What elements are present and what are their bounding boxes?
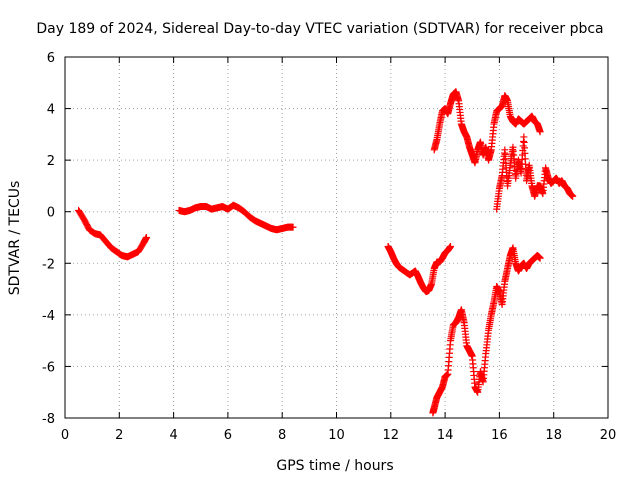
- x-tick-label: 0: [61, 428, 69, 443]
- y-tick-label: 2: [47, 154, 55, 169]
- y-axis-label: SDTVAR / TECUs: [7, 181, 23, 296]
- y-tick-label: -6: [42, 360, 55, 375]
- plot-frame: [64, 56, 609, 419]
- x-tick-label: 20: [600, 428, 617, 443]
- x-tick-label: 18: [545, 428, 562, 443]
- y-tick-labels: -8 -6 -4 -2 0 2 4 6: [42, 51, 55, 427]
- y-tick-label: -2: [42, 257, 55, 272]
- data-point: [536, 254, 544, 262]
- y-tick-label: 4: [47, 103, 55, 118]
- x-tick-label: 16: [491, 428, 508, 443]
- data-point: [569, 192, 577, 200]
- y-tick-label: -8: [42, 412, 55, 427]
- data-points: [75, 88, 577, 417]
- y-tick-label: 6: [47, 51, 55, 66]
- x-tick-labels: 0 2 4 6 8 10 12 14 16 18 20: [61, 428, 616, 443]
- x-tick-label: 10: [328, 428, 345, 443]
- x-tick-label: 4: [169, 428, 177, 443]
- x-tick-label: 6: [224, 428, 232, 443]
- y-tick-label: -4: [42, 309, 55, 324]
- data-point: [289, 223, 297, 231]
- x-tick-label: 2: [115, 428, 123, 443]
- chart-title: Day 189 of 2024, Sidereal Day-to-day VTE…: [36, 21, 603, 37]
- data-point: [447, 243, 455, 251]
- x-axis-label: GPS time / hours: [276, 458, 393, 474]
- x-tick-label: 8: [278, 428, 286, 443]
- y-tick-label: 0: [47, 206, 55, 221]
- data-point: [142, 234, 150, 241]
- data-point: [536, 128, 544, 136]
- x-tick-label: 14: [437, 428, 454, 443]
- x-tick-label: 12: [383, 428, 400, 443]
